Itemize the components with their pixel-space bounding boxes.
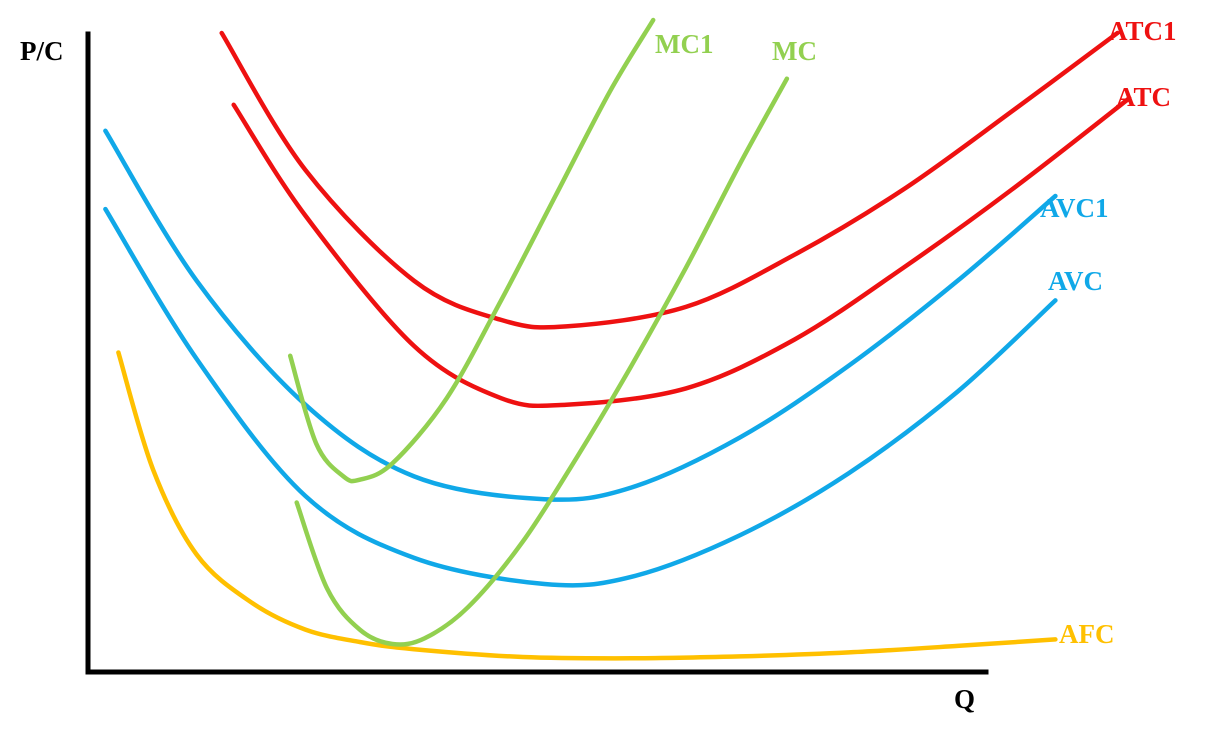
x-axis-label: Q	[954, 684, 975, 714]
atc-curve	[231, 95, 1132, 409]
curve-labels-layer: MC1 MC ATC1 ATC AVC1 AVC AFC	[655, 16, 1177, 649]
afc-label: AFC	[1059, 619, 1115, 649]
avc-label: AVC	[1048, 266, 1103, 296]
atc1-curve	[219, 30, 1120, 330]
mc-curve	[294, 76, 790, 647]
mc1-label: MC1	[655, 29, 713, 59]
atc1-label: ATC1	[1108, 16, 1177, 46]
avc-curve	[103, 206, 1058, 588]
atc-label: ATC	[1116, 82, 1171, 112]
mc1-curve	[287, 17, 656, 484]
y-axis-label: P/C	[20, 36, 64, 66]
afc-curve	[116, 350, 1058, 661]
avc1-label: AVC1	[1040, 193, 1109, 223]
curves-layer	[103, 17, 1132, 661]
mc-label: MC	[772, 36, 817, 66]
avc1-curve	[103, 128, 1058, 502]
